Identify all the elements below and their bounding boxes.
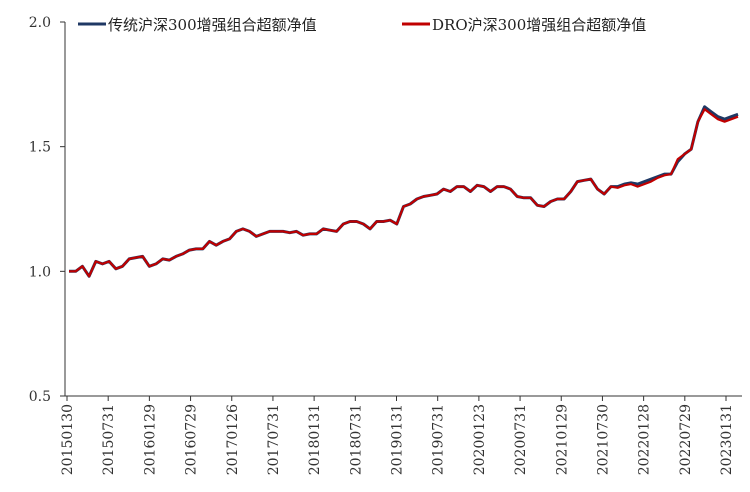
x-tick-label: 20220729	[678, 404, 694, 475]
series-line-0	[69, 105, 739, 278]
legend-label-traditional: 传统沪深300增强组合超额净值	[108, 16, 317, 34]
x-tick-label: 20210129	[554, 404, 570, 475]
legend-label-dro: DRO沪深300增强组合超额净值	[432, 16, 646, 34]
x-tick-label: 20180731	[348, 404, 364, 475]
x-tick-label: 20180131	[307, 404, 323, 475]
x-tick-label: 20200731	[513, 404, 529, 475]
x-tick-label: 20150130	[60, 404, 76, 475]
x-tick-label: 20160729	[184, 404, 200, 475]
x-tick-label: 20170731	[266, 404, 282, 475]
series-lines	[69, 105, 739, 278]
x-tick-label: 20230131	[719, 404, 735, 475]
x-axis-ticks: 20150130 20150731 20160129 20160729 20170126…	[60, 396, 735, 475]
y-tick-label: 1.5	[29, 140, 51, 156]
legend: 传统沪深300增强组合超额净值 DRO沪深300增强组合超额净值	[78, 16, 646, 34]
x-tick-label: 20190131	[390, 404, 406, 475]
x-tick-label: 20160129	[142, 404, 158, 475]
x-tick-label: 20190731	[431, 404, 447, 475]
y-tick-label: 0.5	[29, 389, 51, 405]
x-tick-label: 20170126	[225, 404, 241, 475]
x-tick-label: 20220128	[637, 404, 653, 475]
x-tick-label: 20210730	[595, 404, 611, 475]
x-tick-label: 20150731	[101, 404, 117, 475]
y-tick-label: 1.0	[29, 264, 51, 280]
y-axis-ticks: 2.0 1.5 1.0 0.5	[29, 15, 65, 405]
series-line-1	[69, 108, 739, 278]
y-tick-label: 2.0	[29, 15, 51, 31]
x-tick-label: 20200123	[472, 404, 488, 475]
